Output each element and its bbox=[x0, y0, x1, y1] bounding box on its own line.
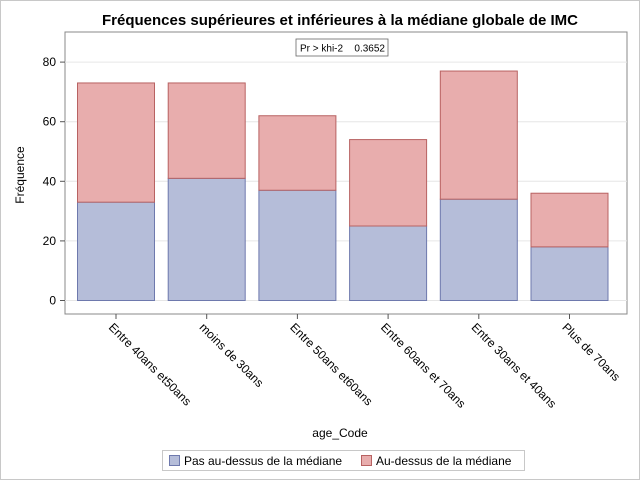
legend-box bbox=[162, 450, 525, 471]
legend-swatch-above-median bbox=[361, 455, 372, 466]
stat-inset-label: Pr > khi-2 bbox=[300, 44, 344, 55]
chart-title: Fréquences supérieures et inférieures à … bbox=[102, 12, 578, 29]
y-tick-label: 80 bbox=[43, 55, 57, 69]
legend-item-below-median: Pas au-dessus de la médiane bbox=[169, 454, 342, 468]
grid-lines bbox=[65, 61, 627, 301]
stat-inset: Pr > khi-2 0.3652 bbox=[295, 38, 389, 57]
bar-segment-above-median bbox=[77, 82, 155, 203]
bar-segment-below-median bbox=[439, 198, 518, 301]
legend-swatch-below-median bbox=[169, 455, 180, 466]
legend: Pas au-dessus de la médiane Au-dessus de… bbox=[162, 450, 525, 471]
bar-segment-above-median bbox=[167, 82, 246, 179]
bar-segment-below-median bbox=[77, 201, 155, 301]
y-axis: 0 20 40 60 80 bbox=[43, 55, 65, 308]
bar-segment-below-median bbox=[258, 189, 337, 302]
legend-label-below-median: Pas au-dessus de la médiane bbox=[184, 454, 342, 468]
legend-item-above-median: Au-dessus de la médiane bbox=[361, 454, 512, 468]
stat-inset-box bbox=[295, 38, 389, 57]
bar-segment-above-median bbox=[258, 115, 337, 191]
bar-segment-below-median bbox=[530, 246, 609, 301]
bar-segment-below-median bbox=[167, 177, 246, 302]
y-tick-label: 60 bbox=[43, 115, 57, 129]
y-axis-label: Fréquence bbox=[13, 146, 27, 204]
bar-segment-above-median bbox=[349, 139, 428, 227]
y-tick-label: 20 bbox=[43, 234, 57, 248]
stat-inset-value: 0.3652 bbox=[354, 44, 385, 55]
y-tick-label: 0 bbox=[49, 294, 56, 308]
x-axis-label: age_Code bbox=[312, 426, 368, 440]
bar-segment-above-median bbox=[439, 70, 518, 200]
bar-segment-below-median bbox=[349, 225, 428, 301]
y-tick-label: 40 bbox=[43, 174, 57, 188]
legend-label-above-median: Au-dessus de la médiane bbox=[376, 454, 512, 468]
bars bbox=[77, 70, 609, 302]
bar-segment-above-median bbox=[530, 192, 609, 248]
